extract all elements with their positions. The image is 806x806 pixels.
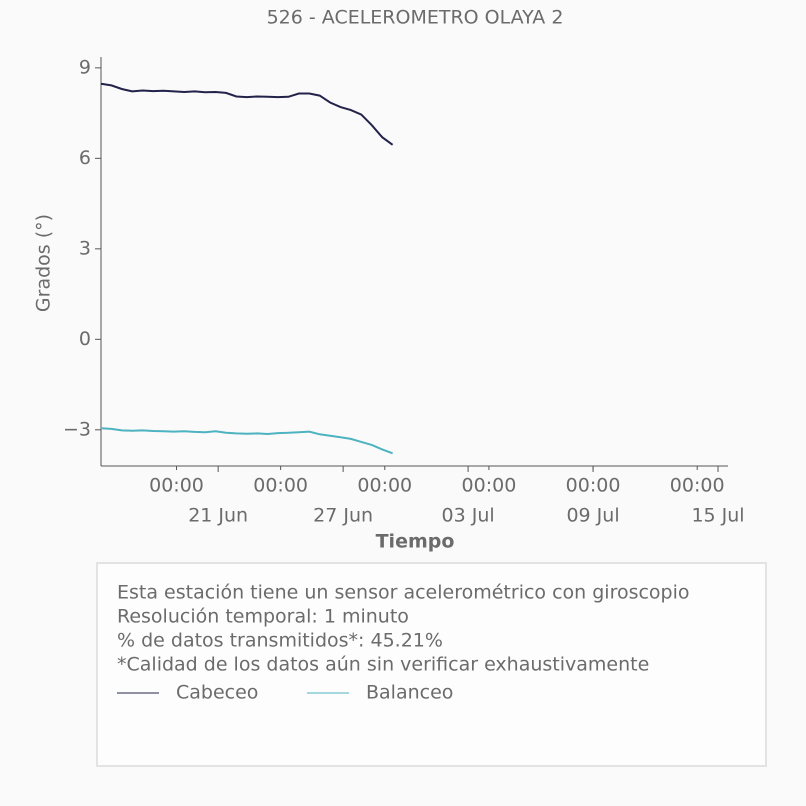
x-tick-label: 00:00 [670, 475, 725, 497]
y-tick-label: −3 [63, 418, 91, 440]
y-tick-label: 3 [79, 237, 91, 259]
x-tick-label: 00:00 [462, 475, 517, 497]
note: *Calidad de los datos aún sin verificar … [117, 654, 649, 676]
x-axis-label: Tiempo [376, 531, 455, 553]
legend-label: Balanceo [366, 682, 453, 704]
info-box [96, 562, 767, 767]
x-tick-label: 00:00 [566, 475, 621, 497]
x-tick-label: 00:00 [357, 475, 412, 497]
x-date-label: 15 Jul [691, 505, 744, 527]
chart-title: 526 - ACELEROMETRO OLAYA 2 [267, 7, 564, 29]
x-date-label: 21 Jun [188, 505, 248, 527]
x-date-label: 27 Jun [313, 505, 373, 527]
y-axis-label: Grados (°) [33, 214, 55, 312]
series-line [100, 82, 394, 146]
series-line [100, 427, 393, 455]
x-date-label: 03 Jul [442, 505, 495, 527]
x-tick-label: 00:00 [253, 475, 308, 497]
y-tick-label: 0 [79, 328, 91, 350]
x-tick-label: 00:00 [149, 475, 204, 497]
y-tick-label: 9 [79, 56, 91, 78]
note: Esta estación tiene un sensor aceleromét… [117, 582, 690, 604]
y-tick-label: 6 [79, 147, 91, 169]
note: Resolución temporal: 1 minuto [117, 606, 409, 628]
x-date-label: 09 Jul [566, 505, 619, 527]
note: % de datos transmitidos*: 45.21% [117, 630, 443, 652]
legend-label: Cabeceo [176, 682, 258, 704]
